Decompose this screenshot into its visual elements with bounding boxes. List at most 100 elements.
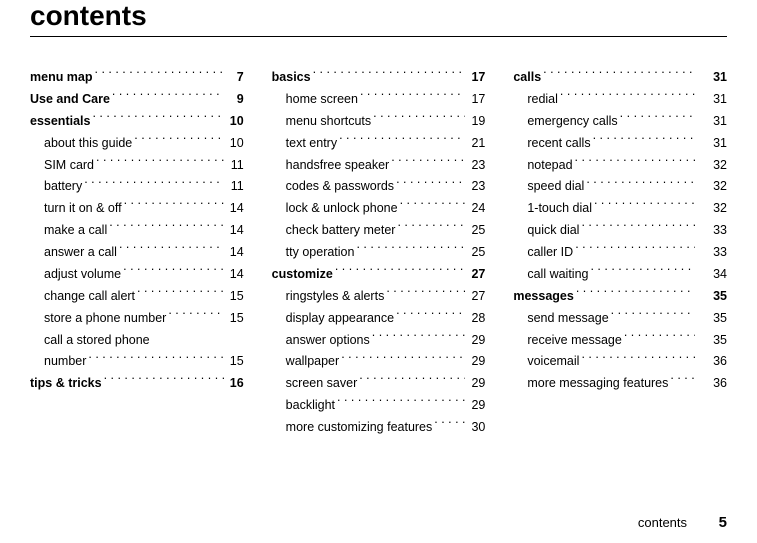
toc-page: 7: [226, 67, 244, 89]
toc-entry: emergency calls31: [513, 111, 727, 133]
toc-page: 31: [697, 89, 727, 111]
toc-leader-dots: [109, 222, 223, 235]
toc-page: 25: [467, 242, 485, 264]
toc-page: 30: [467, 417, 485, 439]
footer-label: contents: [638, 515, 687, 530]
toc-label: customize: [272, 264, 333, 286]
toc-label: handsfree speaker: [286, 155, 390, 177]
toc-leader-dots: [313, 69, 466, 82]
toc-leader-dots: [594, 200, 695, 213]
toc-label: messages: [513, 286, 573, 308]
toc-page: 32: [697, 155, 727, 177]
toc-entry: screen saver29: [272, 373, 486, 395]
toc-section: customize 27: [272, 264, 486, 286]
toc-leader-dots: [137, 287, 224, 300]
toc-section: essentials10: [30, 111, 244, 133]
toc-leader-dots: [339, 134, 465, 147]
toc-label: speed dial: [527, 176, 584, 198]
toc-entry: store a phone number 15: [30, 308, 244, 330]
toc-label: number: [44, 351, 86, 373]
toc-entry: notepad32: [513, 155, 727, 177]
toc-label: answer a call: [44, 242, 117, 264]
toc-page: 23: [467, 176, 485, 198]
toc-page: 36: [697, 351, 727, 373]
toc-label: change call alert: [44, 286, 135, 308]
toc-leader-dots: [112, 90, 224, 103]
page-footer: contents 5: [638, 514, 727, 531]
toc-entry: redial 31: [513, 89, 727, 111]
toc-page: 27: [467, 286, 485, 308]
toc-label: tips & tricks: [30, 373, 102, 395]
toc-label: call a stored phone: [44, 330, 150, 352]
toc-section: messages 35: [513, 286, 727, 308]
toc-page: 35: [697, 330, 727, 352]
toc-leader-dots: [124, 200, 224, 213]
toc-label: calls: [513, 67, 541, 89]
toc-label: recent calls: [527, 133, 590, 155]
toc-leader-dots: [670, 375, 695, 388]
toc-entry: ringstyles & alerts 27: [272, 286, 486, 308]
toc-page: 32: [697, 176, 727, 198]
toc-entry: text entry21: [272, 133, 486, 155]
toc-column-2: basics17home screen17menu shortcuts19tex…: [272, 67, 486, 439]
toc-entry: check battery meter25: [272, 220, 486, 242]
toc-leader-dots: [575, 244, 695, 257]
toc-page: 29: [467, 395, 485, 417]
toc-page: 11: [226, 176, 244, 198]
toc-leader-dots: [624, 331, 695, 344]
toc-entry: answer a call14: [30, 242, 244, 264]
toc-entry: backlight29: [272, 395, 486, 417]
toc-leader-dots: [593, 134, 695, 147]
toc-page: 10: [226, 111, 244, 133]
toc-entry: display appearance28: [272, 308, 486, 330]
toc-page: 35: [697, 286, 727, 308]
toc-label: Use and Care: [30, 89, 110, 111]
toc-label: adjust volume: [44, 264, 121, 286]
toc-label: check battery meter: [286, 220, 396, 242]
toc-leader-dots: [88, 353, 223, 366]
toc-leader-dots: [581, 222, 695, 235]
toc-label: store a phone number: [44, 308, 166, 330]
toc-page: 15: [226, 308, 244, 330]
toc-leader-dots: [104, 375, 224, 388]
toc-label: more messaging features: [527, 373, 668, 395]
toc-entry: answer options29: [272, 330, 486, 352]
toc-label: basics: [272, 67, 311, 89]
toc-page: 9: [226, 89, 244, 111]
toc-page: 17: [467, 67, 485, 89]
toc-label: lock & unlock phone: [286, 198, 398, 220]
toc-page: 14: [226, 198, 244, 220]
toc-label: redial: [527, 89, 558, 111]
toc-page: 35: [697, 308, 727, 330]
toc-label: menu map: [30, 67, 93, 89]
toc-entry: turn it on & off 14: [30, 198, 244, 220]
page-title: contents: [30, 0, 727, 32]
toc-page: 15: [226, 351, 244, 373]
toc-label: menu shortcuts: [286, 111, 371, 133]
toc-leader-dots: [396, 178, 465, 191]
toc-leader-dots: [581, 353, 695, 366]
toc-entry: battery11: [30, 176, 244, 198]
toc-entry: SIM card11: [30, 155, 244, 177]
toc-entry: more customizing features30: [272, 417, 486, 439]
toc-column-3: calls 31 redial 31emergency calls31recent c…: [513, 67, 727, 439]
toc-leader-dots: [134, 134, 223, 147]
toc-page: 27: [467, 264, 485, 286]
toc-section: menu map 7: [30, 67, 244, 89]
toc-leader-dots: [560, 90, 695, 103]
toc-entry: receive message35: [513, 330, 727, 352]
toc-label: turn it on & off: [44, 198, 122, 220]
toc-leader-dots: [396, 309, 465, 322]
toc-label: ringstyles & alerts: [286, 286, 385, 308]
toc-columns: menu map 7 Use and Care 9essentials10about …: [30, 67, 727, 439]
toc-entry: call waiting34: [513, 264, 727, 286]
toc-label: emergency calls: [527, 111, 617, 133]
toc-entry: about this guide10: [30, 133, 244, 155]
toc-label: tty operation: [286, 242, 355, 264]
toc-section: Use and Care 9: [30, 89, 244, 111]
toc-entry: 1-touch dial32: [513, 198, 727, 220]
toc-page: 31: [697, 133, 727, 155]
toc-page: 10: [226, 133, 244, 155]
toc-entry: more messaging features36: [513, 373, 727, 395]
toc-label: caller ID: [527, 242, 573, 264]
